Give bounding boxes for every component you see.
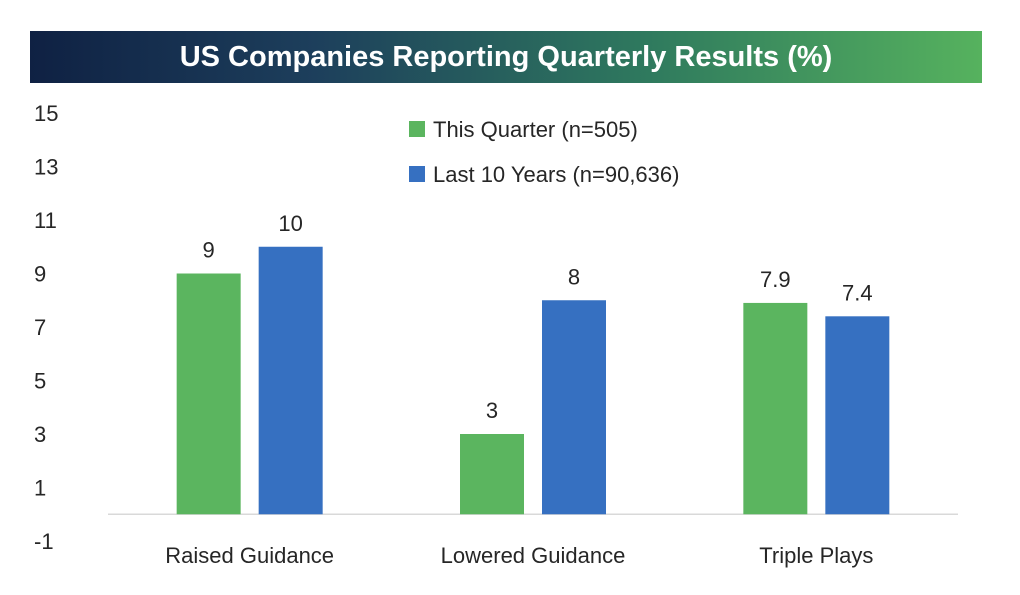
legend: This Quarter (n=505) Last 10 Years (n=90,…	[409, 117, 679, 187]
data-label: 9	[203, 238, 215, 263]
y-tick-label: 5	[34, 369, 46, 394]
legend-swatch	[409, 121, 425, 137]
y-tick-label: 13	[34, 155, 58, 180]
data-label: 8	[568, 264, 580, 289]
data-label: 7.4	[842, 280, 873, 305]
y-tick-label: 7	[34, 315, 46, 340]
bar-raised-guidance-series-1	[258, 246, 323, 515]
category-labels: Raised Guidance Lowered Guidance Triple Pl…	[165, 543, 873, 568]
category-label: Raised Guidance	[165, 543, 334, 568]
y-tick-label: -1	[34, 529, 54, 554]
y-tick-label: 11	[34, 208, 57, 233]
bar-raised-guidance-series-0	[176, 273, 241, 515]
data-label: 10	[278, 211, 302, 236]
category-label: Triple Plays	[759, 543, 873, 568]
bar-triple-plays-series-1	[825, 316, 890, 515]
data-label: 7.9	[760, 267, 791, 292]
category-label: Lowered Guidance	[441, 543, 626, 568]
y-tick-label: 9	[34, 262, 46, 287]
legend-swatch	[409, 166, 425, 182]
y-axis-ticks: 15 13 11 9 7 5 3 1 -1	[34, 101, 58, 554]
bar-lowered-guidance-series-0	[460, 434, 524, 515]
y-tick-label: 1	[34, 476, 46, 501]
data-labels: 9 10 3 8 7.9 7.4	[203, 211, 873, 423]
chart-title: US Companies Reporting Quarterly Results…	[30, 31, 982, 83]
legend-label: This Quarter (n=505)	[433, 117, 638, 142]
bar-lowered-guidance-series-1	[542, 300, 606, 515]
y-tick-label: 3	[34, 422, 46, 447]
data-label: 3	[486, 398, 498, 423]
legend-label: Last 10 Years (n=90,636)	[433, 162, 679, 187]
y-tick-label: 15	[34, 101, 58, 126]
bars	[176, 246, 890, 515]
bar-triple-plays-series-0	[743, 302, 808, 515]
